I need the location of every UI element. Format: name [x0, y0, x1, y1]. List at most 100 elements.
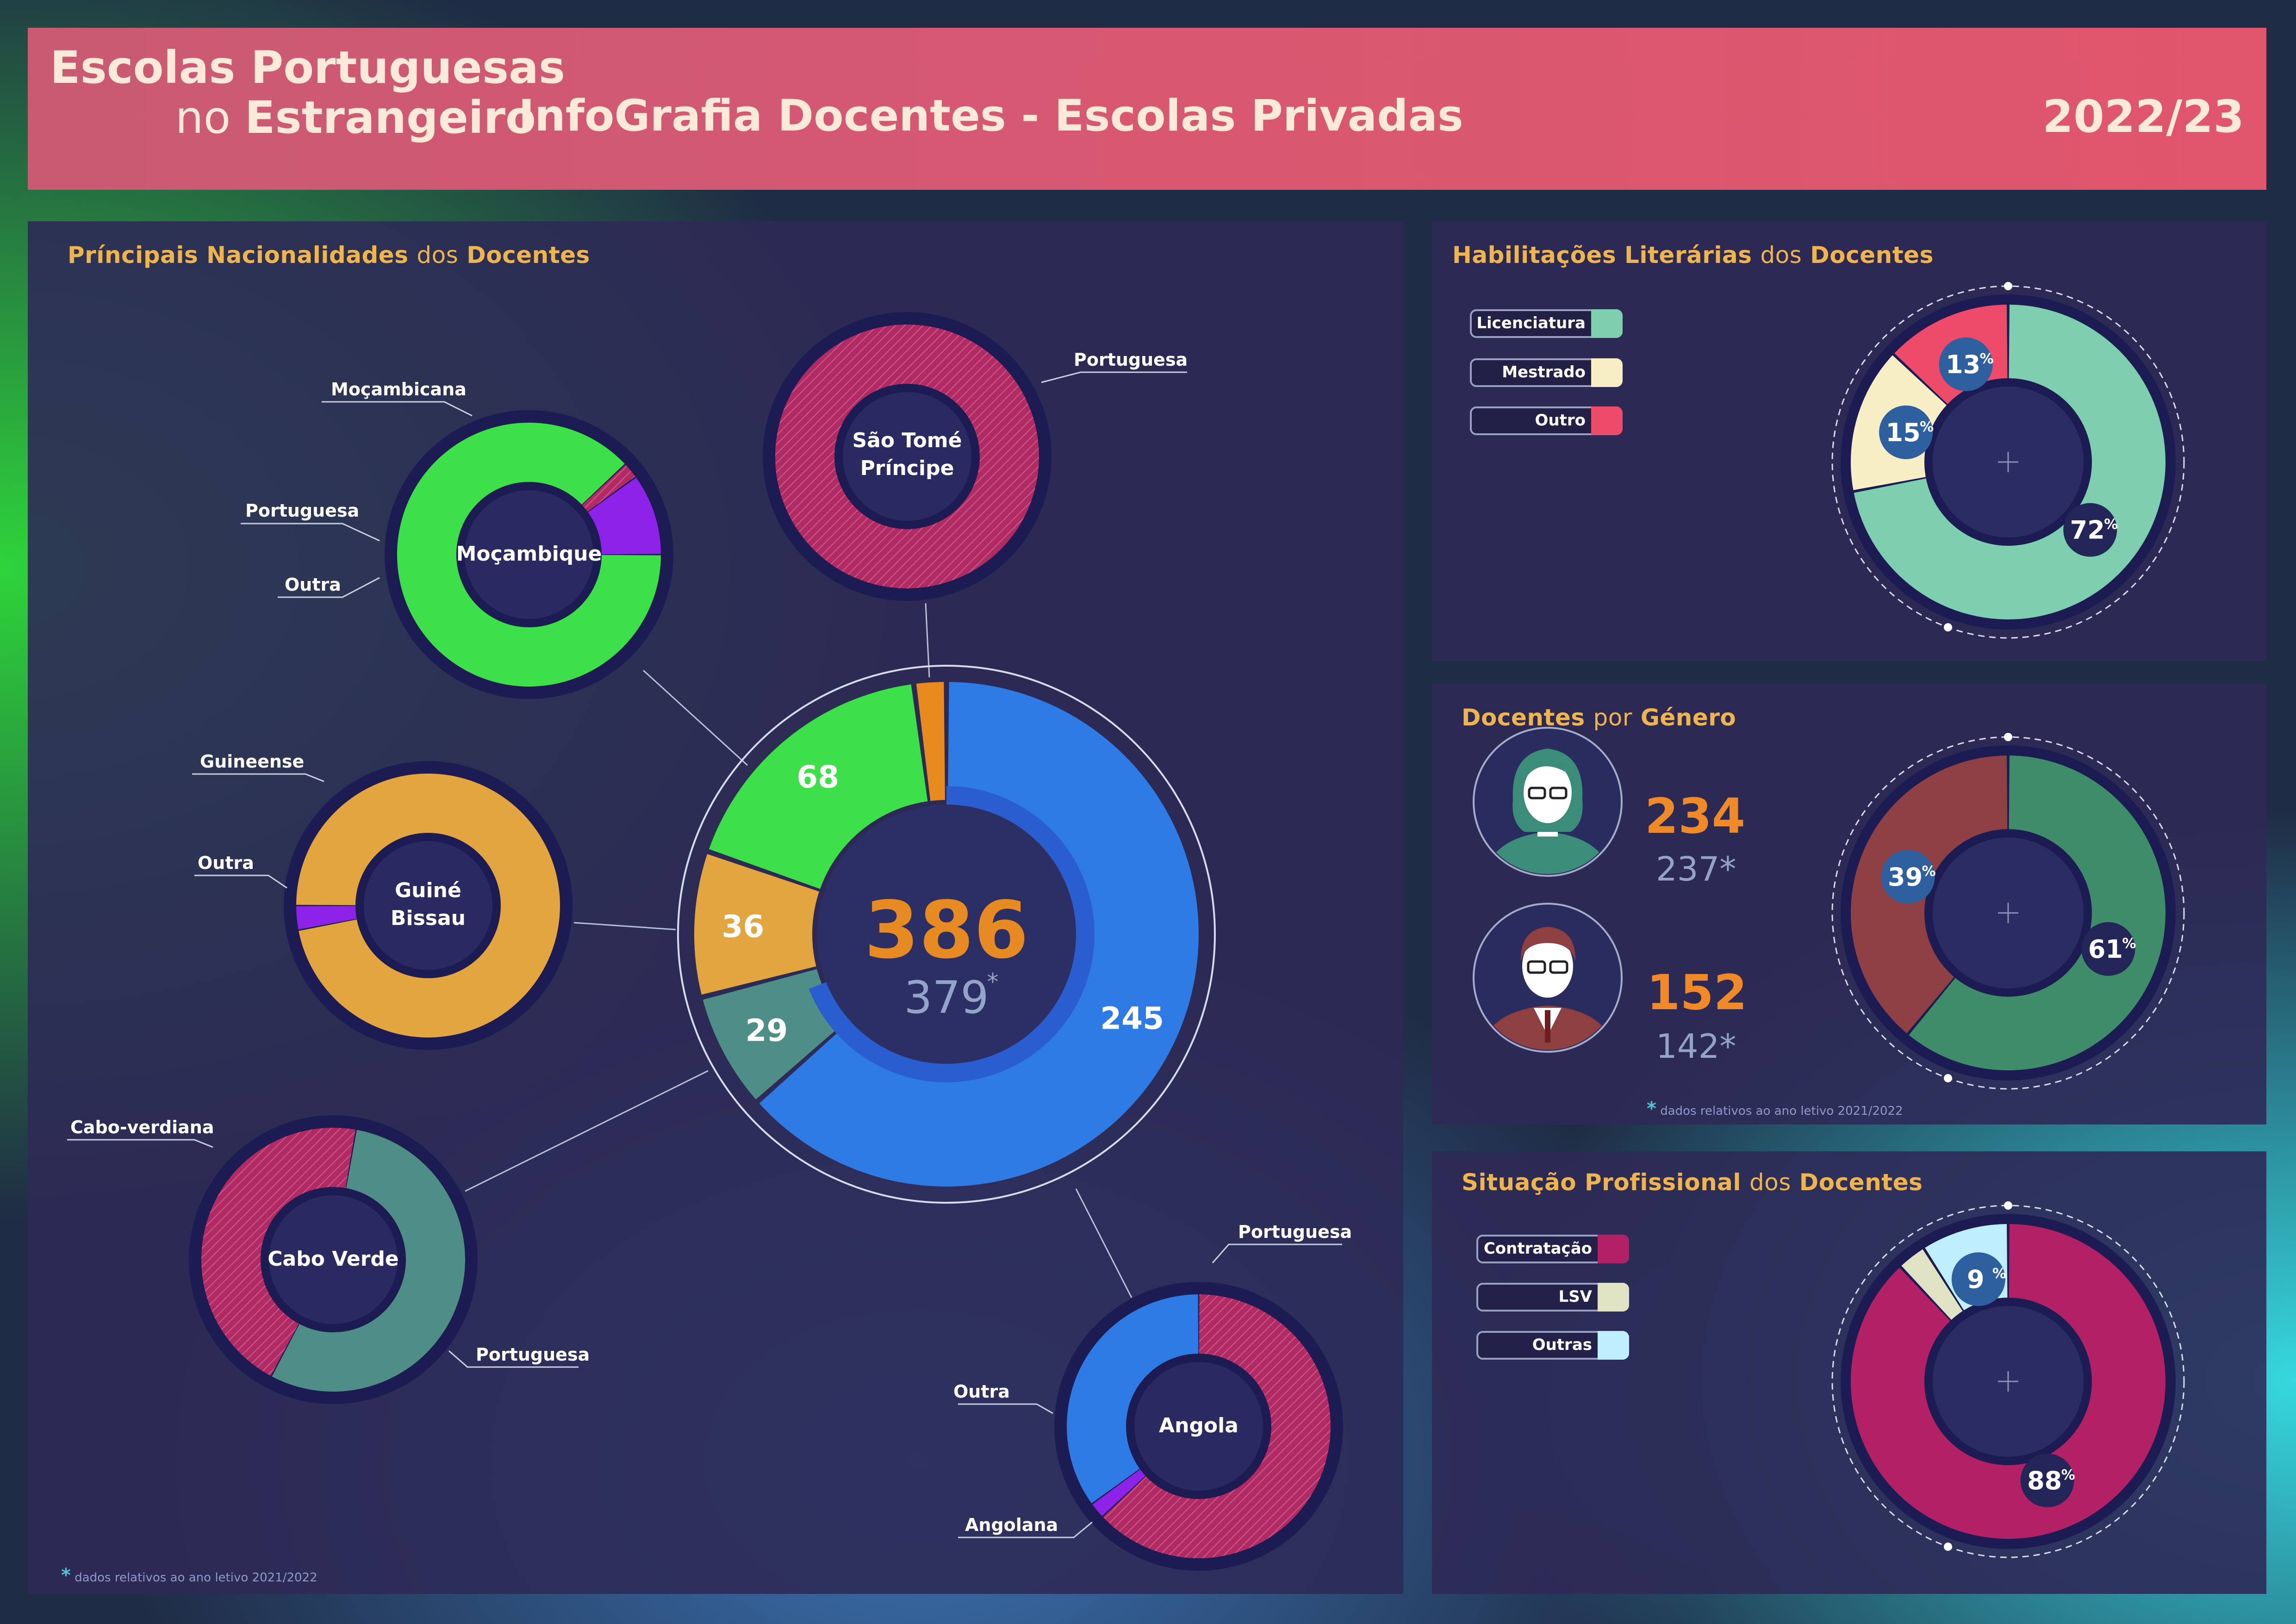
donut-guine-bissau [284, 761, 572, 1050]
leader-gb-outra [194, 874, 287, 889]
central-value-label-cabo-verde: 29 [745, 1012, 788, 1048]
percent-label-outro: 13 [1946, 350, 1980, 379]
situacao-title: Situação Profissional dos Docentes [1462, 1169, 1923, 1196]
genero-footnote: * dados relativos ao ano letivo 2021/202… [1647, 1098, 1903, 1119]
title-part-c: Docentes [1810, 242, 1934, 269]
callout-ang-outra: Outra [953, 1381, 1010, 1402]
central-inner-disc [817, 805, 1076, 1064]
leader-stp-portuguesa [1041, 371, 1187, 383]
central-previous-asterisk: * [987, 968, 999, 995]
percent-sign: % [2122, 936, 2136, 952]
sub-ang-hole-ring [1126, 1354, 1271, 1499]
legend-outras: Outras [1476, 1331, 1629, 1360]
leader-gb-guineense [192, 773, 324, 782]
label-caboverde: Cabo Verde [268, 1247, 399, 1271]
percent-label-outras: 9 [1967, 1265, 1985, 1294]
leader-moc-outra [278, 577, 380, 598]
genero-avatars: 234 237* 152 142* [1473, 727, 1747, 1066]
label-mocambique: Moçambique [456, 542, 602, 566]
sub-moc-slice-portuguesa [579, 464, 635, 514]
central-value-label-angola: 245 [1100, 1001, 1164, 1037]
legend-outro: Outro [1470, 406, 1623, 435]
legend-lsv: LSV [1476, 1283, 1629, 1312]
female-count: 234 [1645, 788, 1745, 844]
percent-label-mestrado: 15 [1886, 418, 1921, 447]
leader-cv-caboverdiana [67, 1139, 213, 1148]
logo-line-2-bold: Estrangeiro [244, 92, 536, 144]
ring-marker-dot [1944, 623, 1953, 632]
callout-moc-portuguesa: Portuguesa [245, 500, 359, 521]
sub-stp-hole-ring [834, 384, 980, 529]
percent-sign: % [1922, 863, 1936, 880]
percent-sign: % [1992, 1266, 2006, 1282]
male-previous: 142* [1656, 1027, 1736, 1066]
sub-ang-slice-portuguesa [1103, 1294, 1331, 1558]
ring-marker-dot [2004, 733, 2012, 741]
connector-caboverde [465, 1070, 709, 1192]
central-slice-mocambique [709, 684, 928, 889]
label-guine-line1: Guiné [395, 879, 461, 902]
sub-moc-hole [460, 485, 598, 624]
central-slice-guine-bissau [694, 854, 820, 995]
sub-cv-hole-ring [261, 1187, 406, 1332]
sub-stp-slice-portuguesa [775, 325, 1039, 588]
label-stp-line1: São Tomé [852, 429, 962, 452]
sub-cv-slice-cabo-verdiana [272, 1130, 465, 1392]
slice-feminino [1909, 756, 2165, 1070]
central-previous-total: 379 [904, 972, 989, 1024]
donut-cabo-verde [189, 1115, 478, 1404]
nationalities-footnote: * dados relativos ao ano letivo 2021/202… [61, 1565, 317, 1586]
percent-badge [2063, 503, 2117, 557]
school-year: 2022/23 [2042, 91, 2244, 143]
percent-label-licenciatura: 72 [2070, 516, 2105, 545]
percent-badge [1881, 850, 1935, 904]
footnote-asterisk: * [61, 1565, 71, 1586]
ring-marker-dot [2004, 1201, 2012, 1210]
title-part-b: por [1593, 704, 1632, 731]
title-part-c: Docentes [467, 242, 590, 269]
legend-swatch [1591, 309, 1623, 338]
slice-lsv [1901, 1249, 1964, 1322]
percent-badge [2020, 1453, 2074, 1507]
genero-chart: 61%39% [1831, 733, 2185, 1090]
legend-swatch [1591, 358, 1623, 387]
donut-mocambique [385, 410, 673, 699]
callout-cv-caboverdiana: Cabo-verdiana [70, 1117, 214, 1137]
callout-cv-portuguesa: Portuguesa [476, 1344, 590, 1365]
callout-gb-outra: Outra [198, 853, 254, 873]
title-part-b: dos [417, 242, 459, 269]
percent-sign: % [2104, 517, 2118, 533]
percent-label-contratacao: 88 [2027, 1466, 2062, 1495]
central-total: 386 [865, 885, 1029, 976]
footnote-text: dados relativos ao ano letivo 2021/2022 [75, 1571, 317, 1585]
central-slice-sao-tome-principe [916, 682, 945, 801]
legend-label: Contratação [1483, 1239, 1592, 1258]
central-outer-ring [677, 665, 1216, 1204]
sub-ang-slice-outra [1092, 1467, 1148, 1517]
legend-swatch [1598, 1283, 1629, 1312]
ring-marker-dot [1944, 1074, 1953, 1083]
habilitacoes-panel: Habilitações Literárias dos Docentes Lic… [1432, 221, 2266, 661]
sub-moc-slice-outra [585, 477, 661, 555]
connector-stp [925, 603, 930, 678]
female-avatar-icon [1473, 727, 1623, 877]
leader-ang-angolana [958, 1521, 1093, 1538]
percent-sign: % [2061, 1467, 2075, 1483]
title-part-c: Docentes [1799, 1169, 1923, 1196]
situacao-panel: Situação Profissional dos Docentes Contr… [1432, 1151, 2266, 1594]
central-slice-cabo-verde [703, 969, 845, 1099]
central-value-label-guine-bissau: 36 [722, 909, 764, 944]
percent-sign: % [1980, 351, 1994, 367]
sub-moc-hole-ring [456, 482, 602, 627]
legend-label: Outro [1535, 411, 1586, 430]
habilitacoes-title: Habilitações Literárias dos Docentes [1452, 242, 1934, 269]
sub-cv-hole [264, 1190, 403, 1329]
sub-gb-slice-outra [296, 906, 360, 930]
sub-ang-hole [1129, 1357, 1268, 1496]
label-guine-line2: Bissau [391, 906, 466, 930]
central-value-label-mocambique: 68 [796, 759, 839, 795]
title-part-a: Situação Profissional [1462, 1169, 1742, 1196]
habilitacoes-chart: 72%15%13% [1831, 282, 2185, 639]
callout-gb-guineense: Guineense [200, 751, 304, 772]
